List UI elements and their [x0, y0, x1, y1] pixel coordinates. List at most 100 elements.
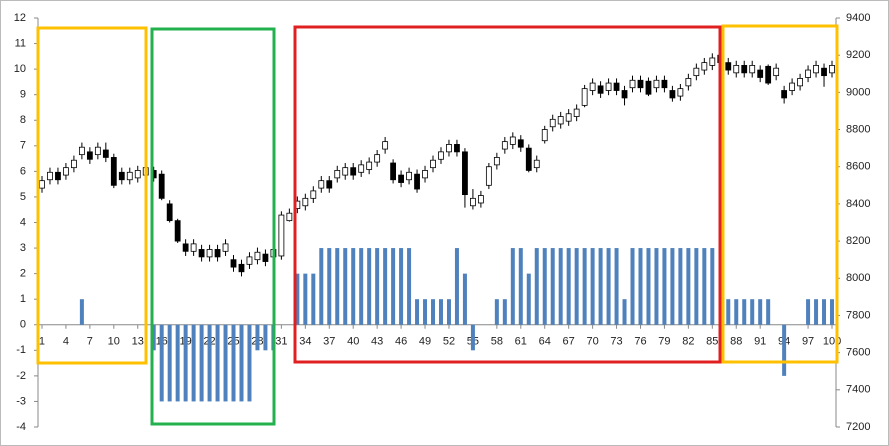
bar	[159, 324, 164, 402]
y-tick-label: 0	[20, 319, 26, 331]
bar	[223, 324, 228, 402]
y-tick-label: -2	[16, 370, 26, 382]
y-tick-label: -1	[16, 344, 26, 356]
candle-body	[685, 78, 692, 87]
bar	[806, 299, 811, 325]
candle-body	[47, 171, 53, 181]
x-tick-label: 37	[323, 336, 335, 348]
bar	[518, 248, 523, 325]
bar	[423, 299, 428, 325]
x-tick-label: 31	[275, 336, 287, 348]
x-tick-label: 13	[132, 336, 144, 348]
bar	[255, 324, 260, 351]
candle-body	[621, 90, 628, 99]
candle-body	[573, 108, 580, 117]
candle-body	[501, 141, 508, 150]
bar	[359, 248, 364, 325]
bar	[622, 299, 627, 325]
candle-body	[342, 167, 349, 176]
y2-tick-label: 7600	[846, 347, 870, 359]
bar	[646, 248, 651, 325]
candle-body	[661, 79, 668, 89]
y2-tick-label: 7800	[846, 309, 870, 321]
bar	[191, 324, 196, 402]
bar	[582, 248, 587, 325]
candle-body	[430, 159, 436, 169]
y2-tick-label: 9000	[846, 86, 870, 98]
y-tick-label: 12	[14, 12, 26, 24]
bar	[630, 248, 635, 325]
x-tick-label: 1	[39, 336, 45, 348]
bar	[782, 324, 787, 376]
x-tick-label: 82	[682, 336, 694, 348]
candle-body	[406, 171, 412, 181]
candle-body	[773, 67, 780, 77]
candle-body	[86, 151, 93, 160]
bar	[367, 248, 372, 325]
candle-body	[158, 173, 165, 199]
candle-body	[278, 214, 285, 257]
x-tick-label: 43	[371, 336, 383, 348]
candle-body	[366, 161, 373, 170]
bar	[231, 324, 236, 402]
bar	[446, 299, 451, 325]
bar	[470, 324, 475, 351]
y-tick-label: 8	[20, 114, 26, 126]
candle-body	[454, 144, 460, 153]
candle-body	[533, 159, 540, 169]
candle-body	[302, 197, 309, 207]
candle-body	[597, 85, 604, 94]
bar	[295, 273, 300, 325]
y-tick-label: 9	[20, 89, 26, 101]
candle-body	[765, 65, 772, 84]
candle-body	[55, 171, 61, 181]
bar	[750, 299, 755, 325]
candle-body	[509, 136, 516, 145]
x-tick-label: 97	[802, 336, 814, 348]
bar	[614, 248, 619, 325]
bar	[814, 299, 819, 325]
bar	[502, 299, 507, 325]
candle-body	[757, 69, 764, 78]
bar	[534, 248, 539, 325]
y2-tick-label: 8400	[846, 198, 870, 210]
bar	[247, 324, 252, 402]
highlight-box	[721, 24, 839, 364]
x-tick-label: 76	[634, 336, 646, 348]
candle-body	[805, 69, 811, 78]
candle-body	[589, 82, 596, 91]
bar	[335, 248, 340, 325]
bar	[598, 248, 603, 325]
bar	[167, 324, 172, 402]
y2-tick-label: 7200	[846, 421, 870, 433]
x-tick-label: 40	[347, 336, 359, 348]
x-tick-label: 4	[63, 336, 69, 348]
candle-body	[541, 129, 548, 142]
candle-body	[629, 79, 636, 89]
bar	[438, 299, 443, 325]
bar	[542, 248, 547, 325]
candle-body	[182, 243, 189, 252]
bar	[263, 324, 268, 351]
y-tick-label: -4	[16, 421, 26, 433]
candle-body	[206, 249, 213, 258]
y-tick-label: 4	[20, 216, 26, 228]
highlight-box	[150, 27, 276, 426]
plot-area: -4-3-2-101234567891011127200740076007800…	[14, 12, 871, 433]
candle-body	[78, 146, 85, 156]
bar	[558, 248, 563, 325]
candle-body	[286, 212, 293, 222]
candle-body	[645, 80, 652, 95]
x-tick-label: 67	[563, 336, 575, 348]
bar	[734, 299, 739, 325]
candle-body	[422, 170, 428, 179]
candle-body	[71, 159, 77, 169]
bar	[566, 248, 571, 325]
candle-body	[637, 79, 644, 89]
bar	[207, 324, 212, 402]
candle-body	[725, 62, 732, 71]
bar	[766, 299, 771, 325]
bar	[215, 324, 220, 402]
x-tick-label: 64	[539, 336, 551, 348]
